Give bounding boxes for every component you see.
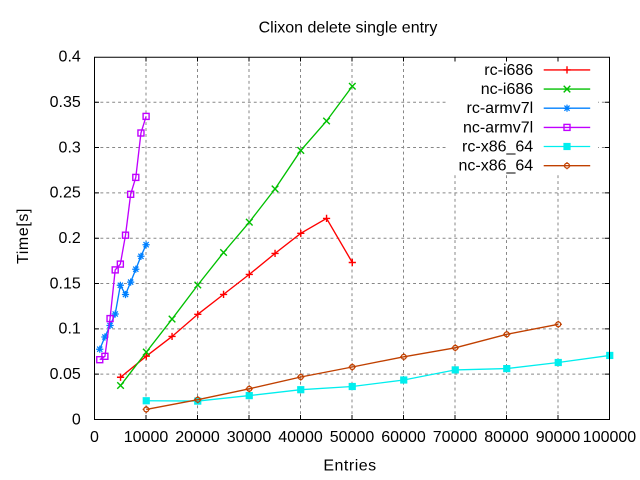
svg-text:0.25: 0.25: [50, 185, 81, 202]
svg-text:Clixon delete single entry: Clixon delete single entry: [259, 20, 438, 37]
svg-text:nc-i686: nc-i686: [481, 81, 534, 98]
svg-text:0.35: 0.35: [50, 94, 81, 111]
svg-text:Time[s]: Time[s]: [15, 208, 32, 264]
svg-text:rc-i686: rc-i686: [484, 62, 533, 79]
svg-text:90000: 90000: [536, 429, 581, 446]
svg-text:nc-x86_64: nc-x86_64: [458, 158, 533, 175]
svg-text:rc-armv7l: rc-armv7l: [467, 100, 534, 117]
svg-text:0.05: 0.05: [50, 366, 81, 383]
svg-text:0.15: 0.15: [50, 275, 81, 292]
svg-text:rc-x86_64: rc-x86_64: [462, 138, 533, 155]
svg-text:60000: 60000: [381, 429, 426, 446]
svg-text:100000: 100000: [583, 429, 636, 446]
svg-text:30000: 30000: [227, 429, 272, 446]
svg-text:0.2: 0.2: [59, 230, 81, 247]
svg-text:20000: 20000: [175, 429, 220, 446]
svg-text:40000: 40000: [278, 429, 323, 446]
svg-text:50000: 50000: [330, 429, 375, 446]
svg-text:Entries: Entries: [323, 457, 376, 474]
svg-text:0.3: 0.3: [59, 139, 81, 156]
svg-text:nc-armv7l: nc-armv7l: [463, 119, 533, 136]
svg-text:70000: 70000: [433, 429, 478, 446]
svg-text:0.4: 0.4: [59, 49, 81, 66]
svg-text:80000: 80000: [484, 429, 529, 446]
svg-text:10000: 10000: [124, 429, 169, 446]
svg-text:0.1: 0.1: [59, 321, 81, 338]
svg-text:0: 0: [90, 429, 99, 446]
svg-text:0: 0: [72, 411, 81, 428]
